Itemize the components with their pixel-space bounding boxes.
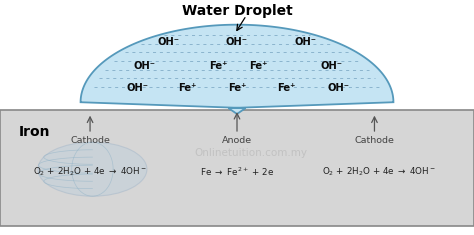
- Text: OH⁻: OH⁻: [134, 61, 155, 71]
- Text: Iron: Iron: [19, 125, 50, 139]
- Text: Fe⁺: Fe⁺: [209, 61, 227, 71]
- Text: Onlinetuition.com.my: Onlinetuition.com.my: [195, 148, 308, 158]
- Text: Water Droplet: Water Droplet: [182, 4, 292, 18]
- Text: Cathode: Cathode: [355, 136, 394, 145]
- Text: Fe $\rightarrow$ Fe$^{2+}$ + 2e: Fe $\rightarrow$ Fe$^{2+}$ + 2e: [200, 165, 274, 178]
- Circle shape: [38, 142, 147, 196]
- Bar: [0, 110, 474, 226]
- Polygon shape: [81, 25, 393, 114]
- Text: Fe⁺: Fe⁺: [228, 83, 246, 93]
- Text: Fe⁺: Fe⁺: [278, 83, 296, 93]
- Text: OH⁻: OH⁻: [295, 37, 317, 47]
- Text: OH⁻: OH⁻: [328, 83, 350, 93]
- Text: Fe⁺: Fe⁺: [249, 61, 267, 71]
- Text: O$_2$ + 2H$_2$O + 4e $\rightarrow$ 4OH$^-$: O$_2$ + 2H$_2$O + 4e $\rightarrow$ 4OH$^…: [322, 165, 437, 178]
- Text: OH⁻: OH⁻: [321, 61, 343, 71]
- Text: Anode: Anode: [222, 136, 252, 145]
- Text: OH⁻: OH⁻: [127, 83, 148, 93]
- Text: OH⁻: OH⁻: [157, 37, 179, 47]
- Text: O$_2$ + 2H$_2$O + 4e $\rightarrow$ 4OH$^-$: O$_2$ + 2H$_2$O + 4e $\rightarrow$ 4OH$^…: [33, 165, 147, 178]
- Text: Fe⁺: Fe⁺: [178, 83, 196, 93]
- Text: Cathode: Cathode: [70, 136, 110, 145]
- Text: OH⁻: OH⁻: [226, 37, 248, 47]
